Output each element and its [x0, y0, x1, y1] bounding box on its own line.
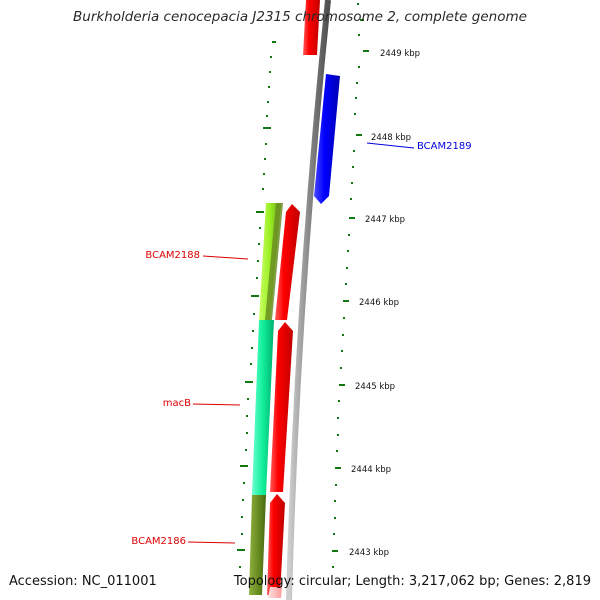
ruler-labels: 2449 kbp 2448 kbp 2447 kbp 2446 kbp 2445…	[349, 49, 420, 558]
genome-backbone	[286, 0, 331, 600]
genome-summary-text: Topology: circular; Length: 3,217,062 bp…	[233, 574, 591, 589]
gene-label-bcam2188: BCAM2188	[145, 250, 200, 261]
tick-label-2448: 2448 kbp	[371, 133, 411, 143]
tick-label-2444: 2444 kbp	[351, 465, 391, 475]
gene-label-macb: macB	[163, 398, 191, 409]
tick-label-2443: 2443 kbp	[349, 548, 389, 558]
outer-ruler-track	[332, 3, 369, 568]
map-title: Burkholderia cenocepacia J2315 chromosom…	[73, 9, 527, 25]
inner-dotted-track	[237, 41, 276, 568]
tick-label-2449: 2449 kbp	[380, 49, 420, 59]
tick-label-2446: 2446 kbp	[359, 298, 399, 308]
tick-label-2445: 2445 kbp	[355, 382, 395, 392]
gene-labels: BCAM2189 BCAM2188 macB BCAM2186	[131, 141, 471, 547]
cog-track	[249, 203, 283, 595]
gene-label-bcam2186: BCAM2186	[131, 536, 186, 547]
gene-label-bcam2189: BCAM2189	[417, 141, 472, 152]
tick-label-2447: 2447 kbp	[365, 215, 405, 225]
gene-leader-lines	[187, 142, 415, 544]
accession-text: Accession: NC_011001	[9, 574, 157, 589]
cds-track-reverse	[314, 74, 340, 204]
cds-track-forward	[267, 0, 320, 598]
